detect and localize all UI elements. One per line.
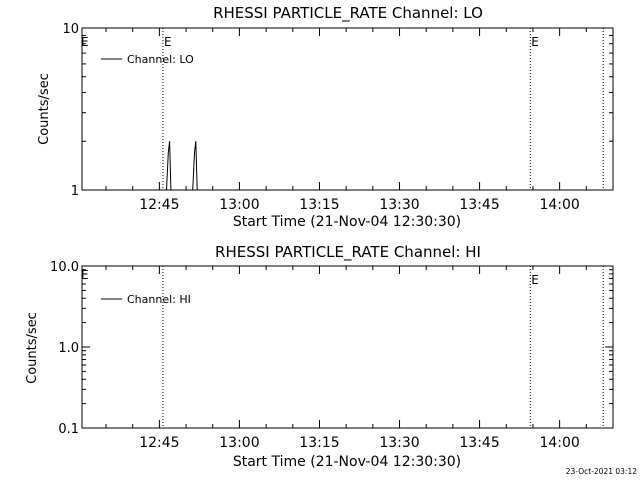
panel-hi: RHESSI PARTICLE_RATE Channel: HI Counts/…: [25, 243, 614, 470]
panel-lo-event-label: E: [164, 35, 172, 49]
panel-hi-xtick-label: 13:00: [219, 435, 259, 451]
panel-lo-xtick-label: 13:15: [299, 197, 339, 213]
panel-hi-event-label: E: [531, 273, 539, 287]
panel-lo-xtick-label: 13:30: [379, 197, 419, 213]
panel-lo: RHESSI PARTICLE_RATE Channel: LO Counts/…: [37, 4, 614, 230]
footer-timestamp: 23-Oct-2021 03:12: [566, 467, 637, 476]
panel-lo-xlabel: Start Time (21-Nov-04 12:30:30): [233, 214, 461, 230]
panel-hi-xtick-label: 12:45: [139, 435, 179, 451]
panel-hi-ytick-label: 1.0: [58, 341, 79, 356]
panel-lo-ylabel: Counts/sec: [37, 73, 52, 145]
panel-lo-marks: 1 10 12:45 13:00 13:15 13:30 13:45 14:00 E E: [62, 22, 613, 213]
panel-hi-legend-label: Channel: HI: [127, 293, 191, 306]
panel-hi-ylabel: Counts/sec: [25, 312, 40, 384]
panel-hi-plot-frame: [81, 265, 614, 429]
panel-lo-xtick-label: 13:00: [219, 197, 259, 213]
panel-hi-ytick-label: 10.0: [50, 260, 79, 275]
panel-hi-xtick-label: 13:30: [379, 435, 419, 451]
panel-hi-edge-marker: E: [81, 268, 89, 282]
panel-lo-ytick-label: 1: [71, 184, 79, 199]
panel-hi-xtick-label: 13:45: [459, 435, 499, 451]
panel-lo-plot-frame: [81, 27, 614, 191]
panel-lo-title: RHESSI PARTICLE_RATE Channel: LO: [213, 4, 483, 23]
panel-lo-xtick-label: 14:00: [539, 197, 579, 213]
panel-hi-xlabel: Start Time (21-Nov-04 12:30:30): [233, 454, 461, 470]
panel-hi-xtick-label: 13:15: [299, 435, 339, 451]
panel-lo-xtick-label: 13:45: [459, 197, 499, 213]
panel-hi-ytick-label: 0.1: [58, 422, 79, 437]
panel-lo-ytick-label: 10: [62, 22, 79, 37]
panel-hi-title: RHESSI PARTICLE_RATE Channel: HI: [215, 243, 481, 262]
panel-lo-edge-marker: E: [81, 35, 89, 49]
panel-lo-series-line: [166, 141, 198, 191]
panel-lo-xtick-label: 12:45: [139, 197, 179, 213]
panel-lo-event-label: E: [531, 35, 539, 49]
panel-lo-legend-label: Channel: LO: [127, 53, 194, 66]
panel-hi-marks: 0.1 1.0 10.0 12:45 13:00 13:15 13:30 13:45 14:00…: [50, 260, 613, 451]
panel-hi-xtick-label: 14:00: [539, 435, 579, 451]
